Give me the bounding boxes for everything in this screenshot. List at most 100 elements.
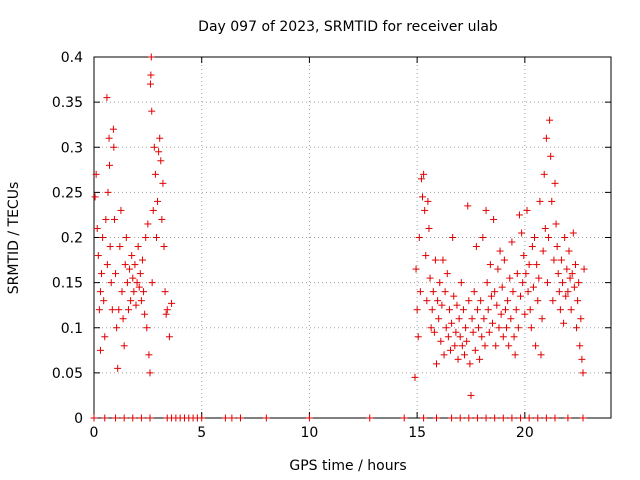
data-point-marker xyxy=(158,215,166,223)
data-point-marker xyxy=(108,306,116,314)
data-point-marker xyxy=(466,360,474,368)
data-point-marker xyxy=(131,261,139,269)
data-point-marker xyxy=(514,324,522,332)
data-point-marker xyxy=(96,346,104,354)
data-point-marker xyxy=(154,197,162,205)
data-point-marker xyxy=(499,333,507,341)
data-point-marker xyxy=(117,206,125,214)
data-point-marker xyxy=(557,256,565,264)
data-point-marker xyxy=(366,414,374,422)
data-point-marker xyxy=(471,346,479,354)
data-point-marker xyxy=(100,297,108,305)
data-point-marker xyxy=(420,414,428,422)
data-point-marker xyxy=(551,414,559,422)
data-point-marker xyxy=(576,342,584,350)
data-point-marker xyxy=(103,94,111,102)
data-point-marker xyxy=(550,256,558,264)
data-point-marker xyxy=(482,414,490,422)
data-point-marker xyxy=(143,324,151,332)
y-tick-label: 0 xyxy=(74,411,83,427)
data-point-marker xyxy=(236,414,244,422)
data-point-marker xyxy=(518,229,526,237)
data-point-marker xyxy=(430,328,438,336)
data-point-marker xyxy=(129,414,137,422)
data-point-marker xyxy=(124,306,132,314)
data-point-marker xyxy=(445,306,453,314)
data-point-marker xyxy=(546,116,554,124)
data-point-marker xyxy=(452,328,460,336)
data-point-marker xyxy=(113,324,121,332)
data-point-marker xyxy=(305,414,313,422)
data-point-marker xyxy=(512,306,520,314)
data-point-marker xyxy=(130,288,138,296)
data-point-marker xyxy=(133,279,141,287)
data-point-marker xyxy=(505,342,513,350)
x-tick-label: 10 xyxy=(301,425,319,441)
plot-frame xyxy=(93,56,612,419)
data-point-marker xyxy=(525,261,533,269)
data-point-marker xyxy=(451,342,459,350)
data-point-marker xyxy=(458,342,466,350)
data-point-marker xyxy=(136,270,144,278)
data-point-marker xyxy=(487,292,495,300)
data-point-marker xyxy=(415,234,423,241)
data-point-marker xyxy=(92,170,100,178)
data-point-marker xyxy=(519,279,527,287)
data-point-marker xyxy=(527,324,535,332)
data-point-marker xyxy=(537,351,545,359)
data-point-marker xyxy=(120,342,128,350)
data-point-marker xyxy=(513,270,521,278)
data-point-marker xyxy=(563,265,571,273)
data-point-marker xyxy=(567,306,575,314)
data-point-marker xyxy=(112,414,120,422)
data-point-marker xyxy=(555,288,563,296)
data-point-marker xyxy=(496,247,504,255)
data-point-marker xyxy=(561,234,569,241)
data-point-marker xyxy=(508,238,516,246)
data-point-marker xyxy=(463,337,471,345)
data-point-marker xyxy=(526,306,534,314)
data-point-marker xyxy=(525,414,533,422)
data-point-marker xyxy=(489,319,497,327)
data-point-marker xyxy=(551,179,559,187)
data-point-marker xyxy=(517,292,525,300)
data-point-marker xyxy=(532,342,540,350)
data-point-marker xyxy=(547,152,555,160)
data-point-marker xyxy=(456,333,464,341)
data-point-marker xyxy=(450,292,458,300)
data-point-marker xyxy=(435,315,443,323)
data-point-marker xyxy=(433,360,441,368)
data-point-marker xyxy=(541,224,549,232)
data-point-marker xyxy=(422,252,430,260)
data-point-marker xyxy=(433,414,441,422)
data-point-marker xyxy=(464,202,472,210)
y-tick-label: 0.25 xyxy=(52,185,83,201)
data-point-marker xyxy=(549,297,557,305)
data-point-marker xyxy=(118,288,126,296)
data-point-marker xyxy=(473,414,481,422)
data-point-marker xyxy=(421,206,429,214)
data-point-marker xyxy=(521,310,529,318)
data-point-marker xyxy=(444,333,452,341)
x-tick-labels: 0 5 10 15 20 xyxy=(90,425,534,441)
y-tick-labels: 0 0.05 0.1 0.15 0.2 0.25 0.3 0.35 0.4 xyxy=(52,50,83,427)
y-tick-label: 0.15 xyxy=(52,276,83,292)
data-point-marker xyxy=(568,270,576,278)
data-point-marker xyxy=(400,414,408,422)
data-point-marker xyxy=(426,274,434,282)
data-point-marker xyxy=(465,414,473,422)
data-point-marker xyxy=(564,288,572,296)
data-point-marker xyxy=(120,414,128,422)
data-point-marker xyxy=(447,346,455,354)
data-point-marker xyxy=(524,288,532,296)
data-point-marker xyxy=(119,315,127,323)
data-point-marker xyxy=(491,414,499,422)
data-point-marker xyxy=(148,279,156,287)
data-point-marker xyxy=(449,234,457,241)
data-point-marker xyxy=(95,306,103,314)
data-point-marker xyxy=(145,351,153,359)
y-tick-label: 0.1 xyxy=(61,321,83,337)
data-point-marker xyxy=(138,256,146,264)
data-point-marker xyxy=(165,333,173,341)
data-point-marker xyxy=(413,306,421,314)
